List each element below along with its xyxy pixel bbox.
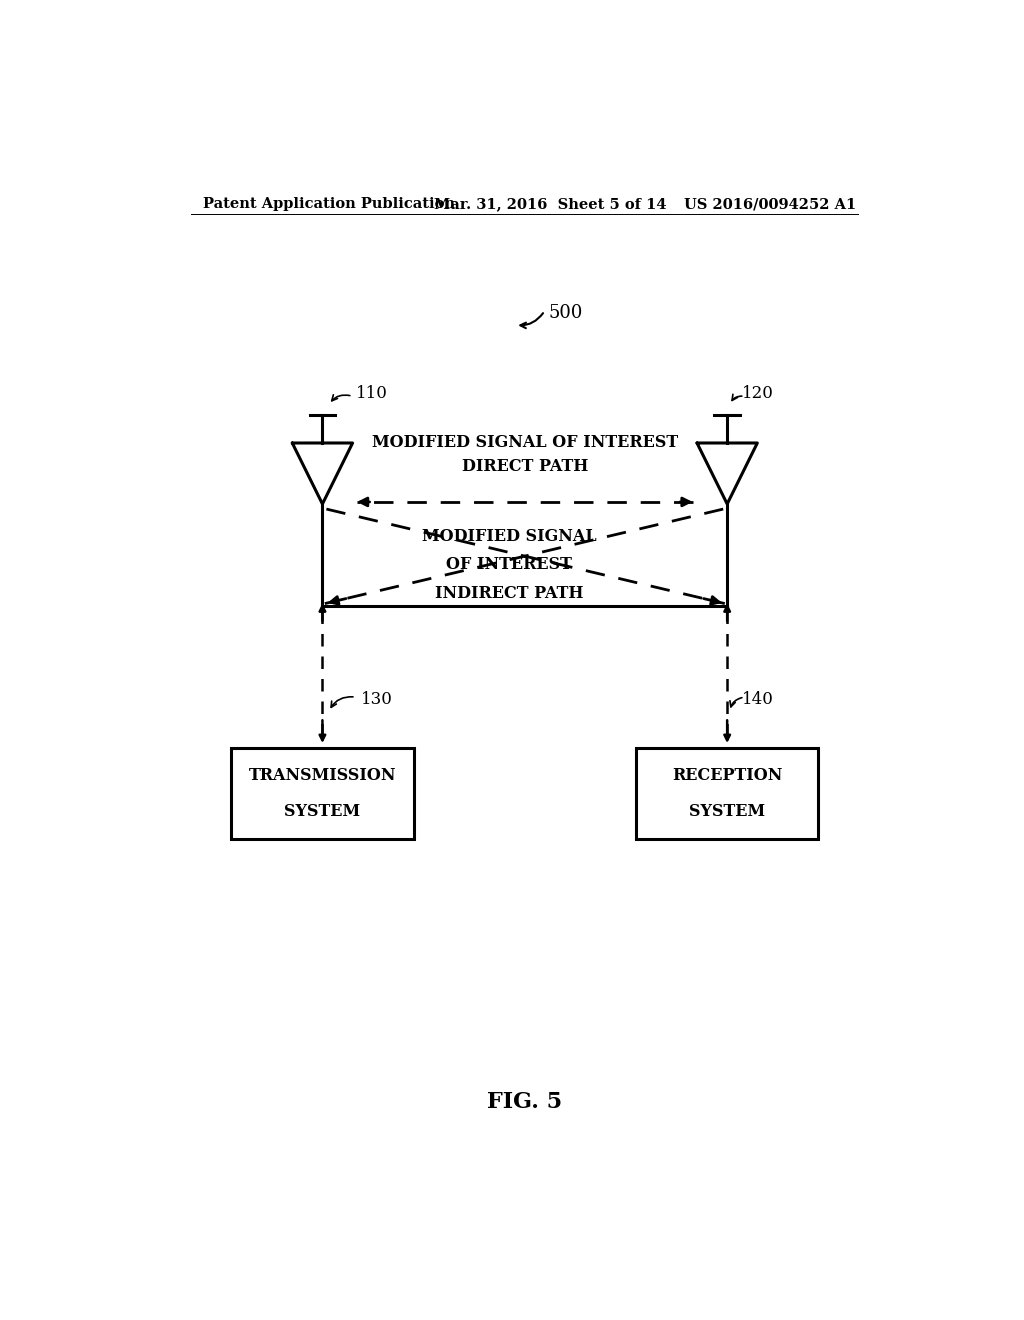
Text: 120: 120 [741,385,773,403]
Text: MODIFIED SIGNAL OF INTEREST: MODIFIED SIGNAL OF INTEREST [372,434,678,451]
Text: MODIFIED SIGNAL: MODIFIED SIGNAL [422,528,596,545]
Text: 110: 110 [355,385,388,403]
Bar [231,748,414,840]
Text: Mar. 31, 2016  Sheet 5 of 14: Mar. 31, 2016 Sheet 5 of 14 [433,197,666,211]
Text: OF INTEREST: OF INTEREST [446,557,571,573]
Bar [636,748,818,840]
Text: US 2016/0094252 A1: US 2016/0094252 A1 [684,197,856,211]
Text: TRANSMISSION: TRANSMISSION [249,767,396,784]
Text: INDIRECT PATH: INDIRECT PATH [434,585,584,602]
Text: Patent Application Publication: Patent Application Publication [204,197,456,211]
Text: SYSTEM: SYSTEM [689,804,765,821]
Text: 500: 500 [549,304,583,322]
Text: SYSTEM: SYSTEM [285,804,360,821]
Text: 130: 130 [360,690,392,708]
Text: 140: 140 [741,690,773,708]
Text: DIRECT PATH: DIRECT PATH [462,458,588,475]
Text: RECEPTION: RECEPTION [672,767,782,784]
Text: FIG. 5: FIG. 5 [487,1090,562,1113]
